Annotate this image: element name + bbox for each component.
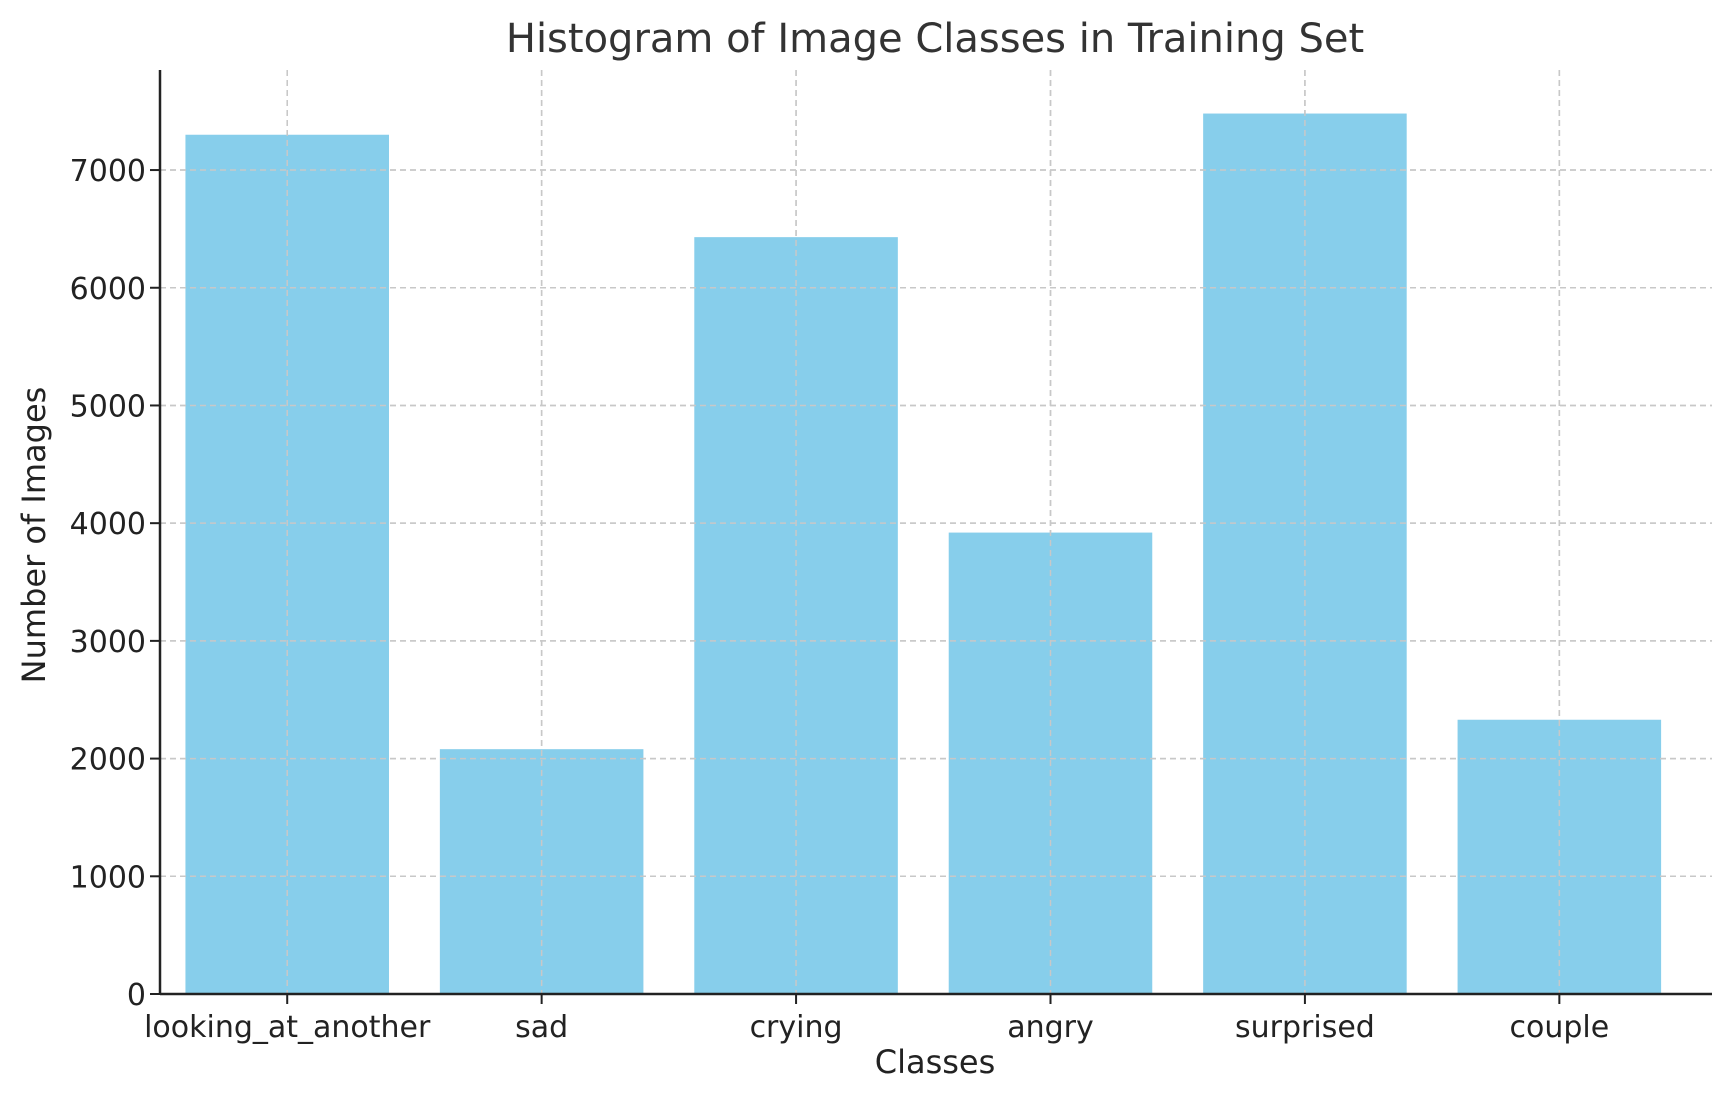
x-tick-label: couple: [1509, 1010, 1609, 1045]
x-tick-label: surprised: [1235, 1010, 1375, 1045]
y-tick-label: 3000: [70, 625, 146, 660]
y-tick-label: 4000: [70, 507, 146, 542]
ticks: 0 1000 2000 3000 4000 5000 6000 7000 looking_at_…: [70, 154, 1610, 1045]
x-tick-label: crying: [750, 1010, 843, 1045]
bars: [160, 70, 1712, 995]
x-axis-label: Classes: [875, 1043, 996, 1081]
y-tick-label: 1000: [70, 860, 146, 895]
chart-title: Histogram of Image Classes in Training S…: [506, 16, 1364, 62]
y-tick-label: 2000: [70, 743, 146, 778]
y-tick-label: 7000: [70, 154, 146, 189]
y-tick-label: 0: [127, 978, 146, 1013]
y-axis-label: Number of Images: [15, 387, 53, 684]
axes: [158, 70, 1712, 996]
x-tick-label: looking_at_another: [144, 1010, 431, 1045]
y-tick-label: 6000: [70, 272, 146, 307]
y-tick-label: 5000: [70, 389, 146, 424]
x-tick-label: angry: [1007, 1010, 1094, 1045]
x-tick-label: sad: [515, 1010, 568, 1045]
